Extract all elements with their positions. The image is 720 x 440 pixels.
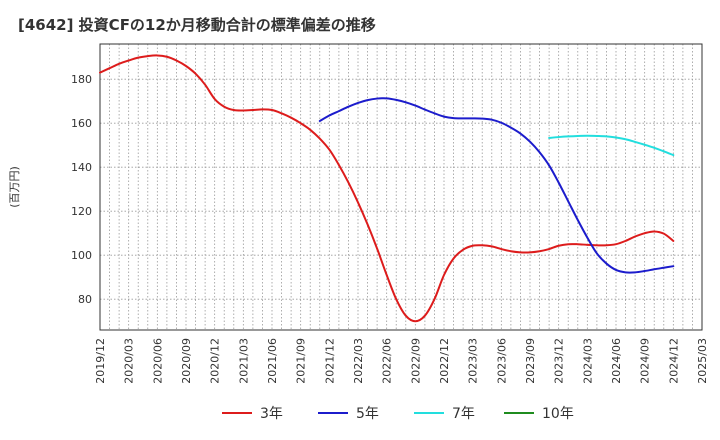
y-axis-label: (百万円) [8, 166, 21, 208]
x-axis-ticks: 2019/12 2020/03 2020/06 2020/09 2020/12 2021/… [94, 338, 709, 384]
x-tick-label: 2023/09 [524, 338, 537, 384]
x-tick-label: 2021/12 [323, 338, 336, 384]
y-tick-label: 100 [71, 249, 92, 262]
chart-title: [4642] 投資CFの12か月移動合計の標準偏差の推移 [18, 16, 376, 34]
x-tick-label: 2023/03 [467, 338, 480, 384]
x-tick-label: 2024/06 [610, 338, 623, 384]
x-tick-label: 2024/03 [581, 338, 594, 384]
x-tick-label: 2020/06 [151, 338, 164, 384]
x-tick-label: 2023/06 [495, 338, 508, 384]
series-line-3 [548, 134, 675, 157]
grid-layer [99, 44, 703, 330]
series-line-1 [99, 54, 675, 323]
y-axis-ticks: 80 100 120 140 160 180 [71, 73, 92, 306]
legend: 3年 5年 7年 10年 [222, 406, 574, 422]
legend-label-2: 5年 [356, 406, 379, 422]
y-tick-label: 80 [78, 293, 92, 306]
x-tick-label: 2020/09 [180, 338, 193, 384]
x-tick-label: 2022/09 [409, 338, 422, 384]
y-tick-label: 120 [71, 205, 92, 218]
x-tick-label: 2020/12 [209, 338, 222, 384]
series-line-2 [318, 97, 675, 274]
x-tick-label: 2022/03 [352, 338, 365, 384]
x-tick-label: 2019/12 [94, 338, 107, 384]
x-tick-label: 2023/12 [553, 338, 566, 384]
series-layer [99, 54, 675, 323]
x-tick-label: 2020/03 [123, 338, 136, 384]
x-tick-label: 2022/12 [438, 338, 451, 384]
legend-label-4: 10年 [542, 406, 574, 422]
legend-label-1: 3年 [260, 406, 283, 422]
x-tick-label: 2022/06 [381, 338, 394, 384]
x-tick-label: 2021/06 [266, 338, 279, 384]
x-tick-label: 2024/12 [667, 338, 680, 384]
x-tick-label: 2025/03 [696, 338, 709, 384]
y-tick-label: 160 [71, 117, 92, 130]
x-tick-label: 2024/09 [639, 338, 652, 384]
y-tick-label: 180 [71, 73, 92, 86]
y-tick-label: 140 [71, 161, 92, 174]
x-tick-label: 2021/03 [237, 338, 250, 384]
legend-label-3: 7年 [452, 406, 475, 422]
x-tick-label: 2021/09 [295, 338, 308, 384]
plot-frame [99, 43, 703, 331]
